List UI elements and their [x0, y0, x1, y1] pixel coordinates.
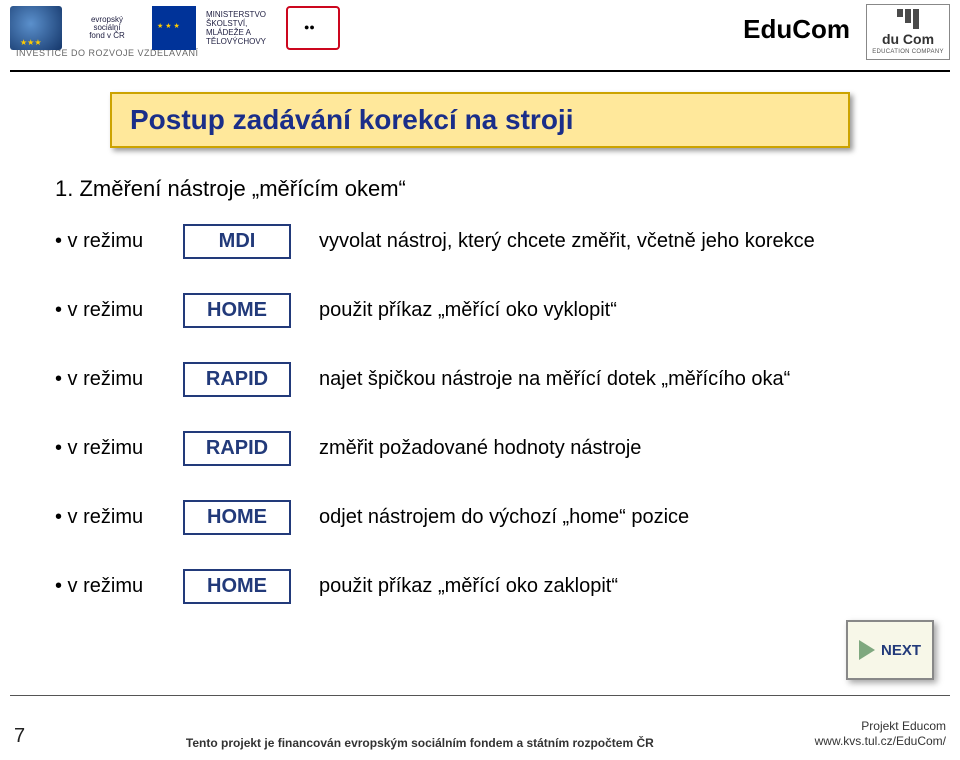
row-label: • v režimu: [55, 230, 183, 253]
row-label: • v režimu: [55, 299, 183, 322]
footer-mid: Tento projekt je financován evropským so…: [25, 736, 815, 750]
row-label: • v režimu: [55, 437, 183, 460]
rows-container: • v režimu MDI vyvolat nástroj, který ch…: [0, 224, 960, 604]
footer-right: Projekt Educom www.kvs.tul.cz/EduCom/: [815, 719, 946, 750]
row-label: • v režimu: [55, 575, 183, 598]
next-button[interactable]: NEXT: [846, 620, 934, 680]
play-icon: [859, 640, 875, 660]
row-desc: použit příkaz „měřící oko zaklopit“: [319, 575, 618, 598]
educom-title: EduCom: [743, 14, 850, 45]
mode-row: • v režimu HOME odjet nástrojem do výcho…: [55, 500, 960, 535]
next-label: NEXT: [881, 642, 921, 659]
mode-box: HOME: [183, 569, 291, 604]
row-label: • v režimu: [55, 368, 183, 391]
mode-box: RAPID: [183, 362, 291, 397]
msmt-logo: MINISTERSTVO ŠKOLSTVÍ, MLÁDEŽE A TĚLOVÝC…: [206, 6, 276, 50]
mode-row: • v režimu HOME použit příkaz „měřící ok…: [55, 293, 960, 328]
slide-title: Postup zadávání korekcí na stroji: [130, 104, 830, 136]
subheading: 1. Změření nástroje „měřícím okem“: [55, 176, 960, 202]
esf-text-logo: evropský sociální fond v ČR: [72, 6, 142, 50]
row-desc: odjet nástrojem do výchozí „home“ pozice: [319, 506, 689, 529]
mode-box: RAPID: [183, 431, 291, 466]
mode-row: • v režimu MDI vyvolat nástroj, který ch…: [55, 224, 960, 259]
op-logo: [286, 6, 340, 50]
mode-box: MDI: [183, 224, 291, 259]
mode-row: • v režimu RAPID změřit požadované hodno…: [55, 431, 960, 466]
mode-box: HOME: [183, 500, 291, 535]
esf-star-logo: [10, 6, 62, 50]
mode-box: HOME: [183, 293, 291, 328]
row-desc: změřit požadované hodnoty nástroje: [319, 437, 641, 460]
footer-rule: [10, 695, 950, 696]
footer-project: Projekt Educom: [815, 719, 946, 735]
footer: 7 Tento projekt je financován evropským …: [0, 719, 960, 750]
row-desc: najet špičkou nástroje na měřící dotek „…: [319, 368, 790, 391]
row-label: • v režimu: [55, 506, 183, 529]
footer-url: www.kvs.tul.cz/EduCom/: [815, 734, 946, 750]
mode-row: • v režimu RAPID najet špičkou nástroje …: [55, 362, 960, 397]
header: evropský sociální fond v ČR MINISTERSTVO…: [0, 0, 960, 70]
mode-row: • v režimu HOME použit příkaz „měřící ok…: [55, 569, 960, 604]
slide-title-bar: Postup zadávání korekcí na stroji: [110, 92, 850, 148]
row-desc: vyvolat nástroj, který chcete změřit, vč…: [319, 230, 815, 253]
header-rule: [10, 70, 950, 72]
row-desc: použit příkaz „měřící oko vyklopit“: [319, 299, 617, 322]
educom-logo: du Com EDUCATION COMPANY: [866, 4, 950, 60]
page-number: 7: [14, 725, 25, 748]
eu-flag-logo: [152, 6, 196, 50]
